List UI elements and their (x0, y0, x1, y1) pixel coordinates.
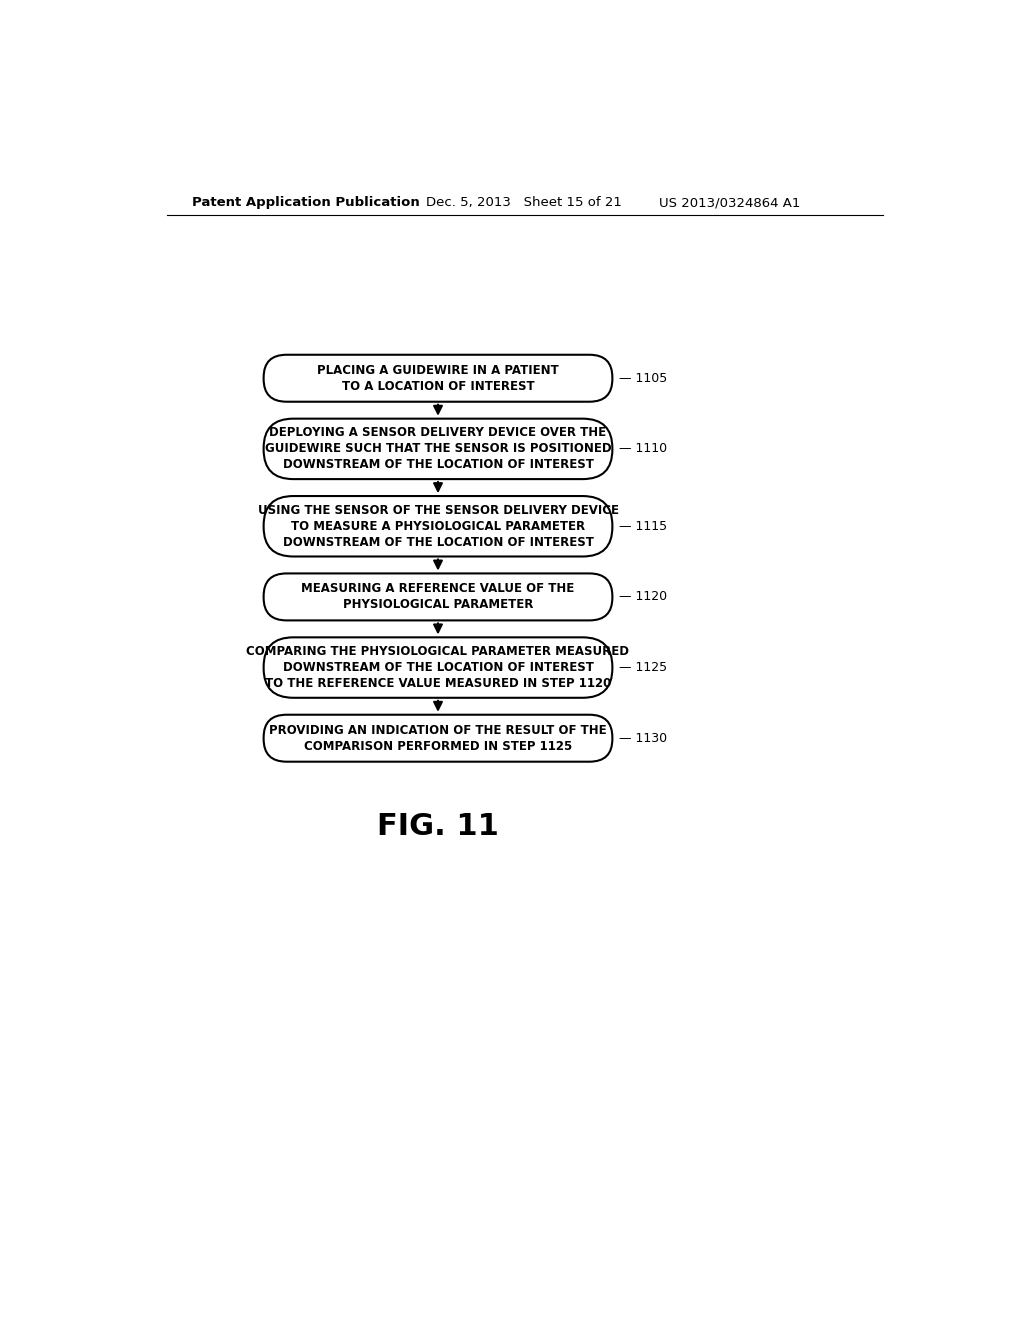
Text: PROVIDING AN INDICATION OF THE RESULT OF THE
COMPARISON PERFORMED IN STEP 1125: PROVIDING AN INDICATION OF THE RESULT OF… (269, 723, 607, 752)
Text: — 1105: — 1105 (618, 372, 667, 384)
Text: MEASURING A REFERENCE VALUE OF THE
PHYSIOLOGICAL PARAMETER: MEASURING A REFERENCE VALUE OF THE PHYSI… (301, 582, 574, 611)
Text: DEPLOYING A SENSOR DELIVERY DEVICE OVER THE
GUIDEWIRE SUCH THAT THE SENSOR IS PO: DEPLOYING A SENSOR DELIVERY DEVICE OVER … (264, 426, 611, 471)
Text: — 1120: — 1120 (618, 590, 667, 603)
FancyBboxPatch shape (263, 418, 612, 479)
Text: — 1115: — 1115 (618, 520, 667, 533)
Text: PLACING A GUIDEWIRE IN A PATIENT
TO A LOCATION OF INTEREST: PLACING A GUIDEWIRE IN A PATIENT TO A LO… (317, 364, 559, 393)
FancyBboxPatch shape (263, 355, 612, 401)
Text: — 1125: — 1125 (618, 661, 667, 675)
Text: USING THE SENSOR OF THE SENSOR DELIVERY DEVICE
TO MEASURE A PHYSIOLOGICAL PARAME: USING THE SENSOR OF THE SENSOR DELIVERY … (257, 504, 618, 549)
Text: — 1110: — 1110 (618, 442, 667, 455)
Text: COMPARING THE PHYSIOLOGICAL PARAMETER MEASURED
DOWNSTREAM OF THE LOCATION OF INT: COMPARING THE PHYSIOLOGICAL PARAMETER ME… (247, 645, 630, 690)
FancyBboxPatch shape (263, 638, 612, 698)
Text: Patent Application Publication: Patent Application Publication (191, 197, 419, 209)
Text: US 2013/0324864 A1: US 2013/0324864 A1 (658, 197, 800, 209)
Text: Dec. 5, 2013   Sheet 15 of 21: Dec. 5, 2013 Sheet 15 of 21 (426, 197, 623, 209)
FancyBboxPatch shape (263, 714, 612, 762)
Text: FIG. 11: FIG. 11 (377, 812, 499, 841)
Text: — 1130: — 1130 (618, 731, 667, 744)
FancyBboxPatch shape (263, 496, 612, 557)
FancyBboxPatch shape (263, 573, 612, 620)
